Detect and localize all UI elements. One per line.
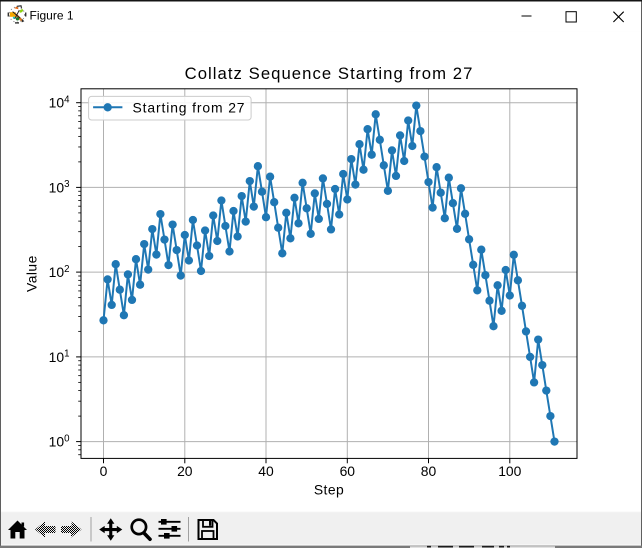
- svg-text:40: 40: [258, 463, 274, 479]
- svg-text:Collatz Sequence Starting from: Collatz Sequence Starting from 27: [185, 64, 474, 83]
- svg-text:100: 100: [498, 463, 521, 479]
- svg-text:0: 0: [100, 463, 108, 479]
- svg-text:Starting from 27: Starting from 27: [133, 100, 246, 116]
- svg-text:Value: Value: [24, 255, 40, 292]
- svg-text:60: 60: [340, 463, 356, 479]
- svg-text:Figure 1: Figure 1: [30, 9, 74, 23]
- svg-text:20: 20: [177, 463, 193, 479]
- svg-text:80: 80: [421, 463, 437, 479]
- svg-text:Step: Step: [314, 482, 344, 498]
